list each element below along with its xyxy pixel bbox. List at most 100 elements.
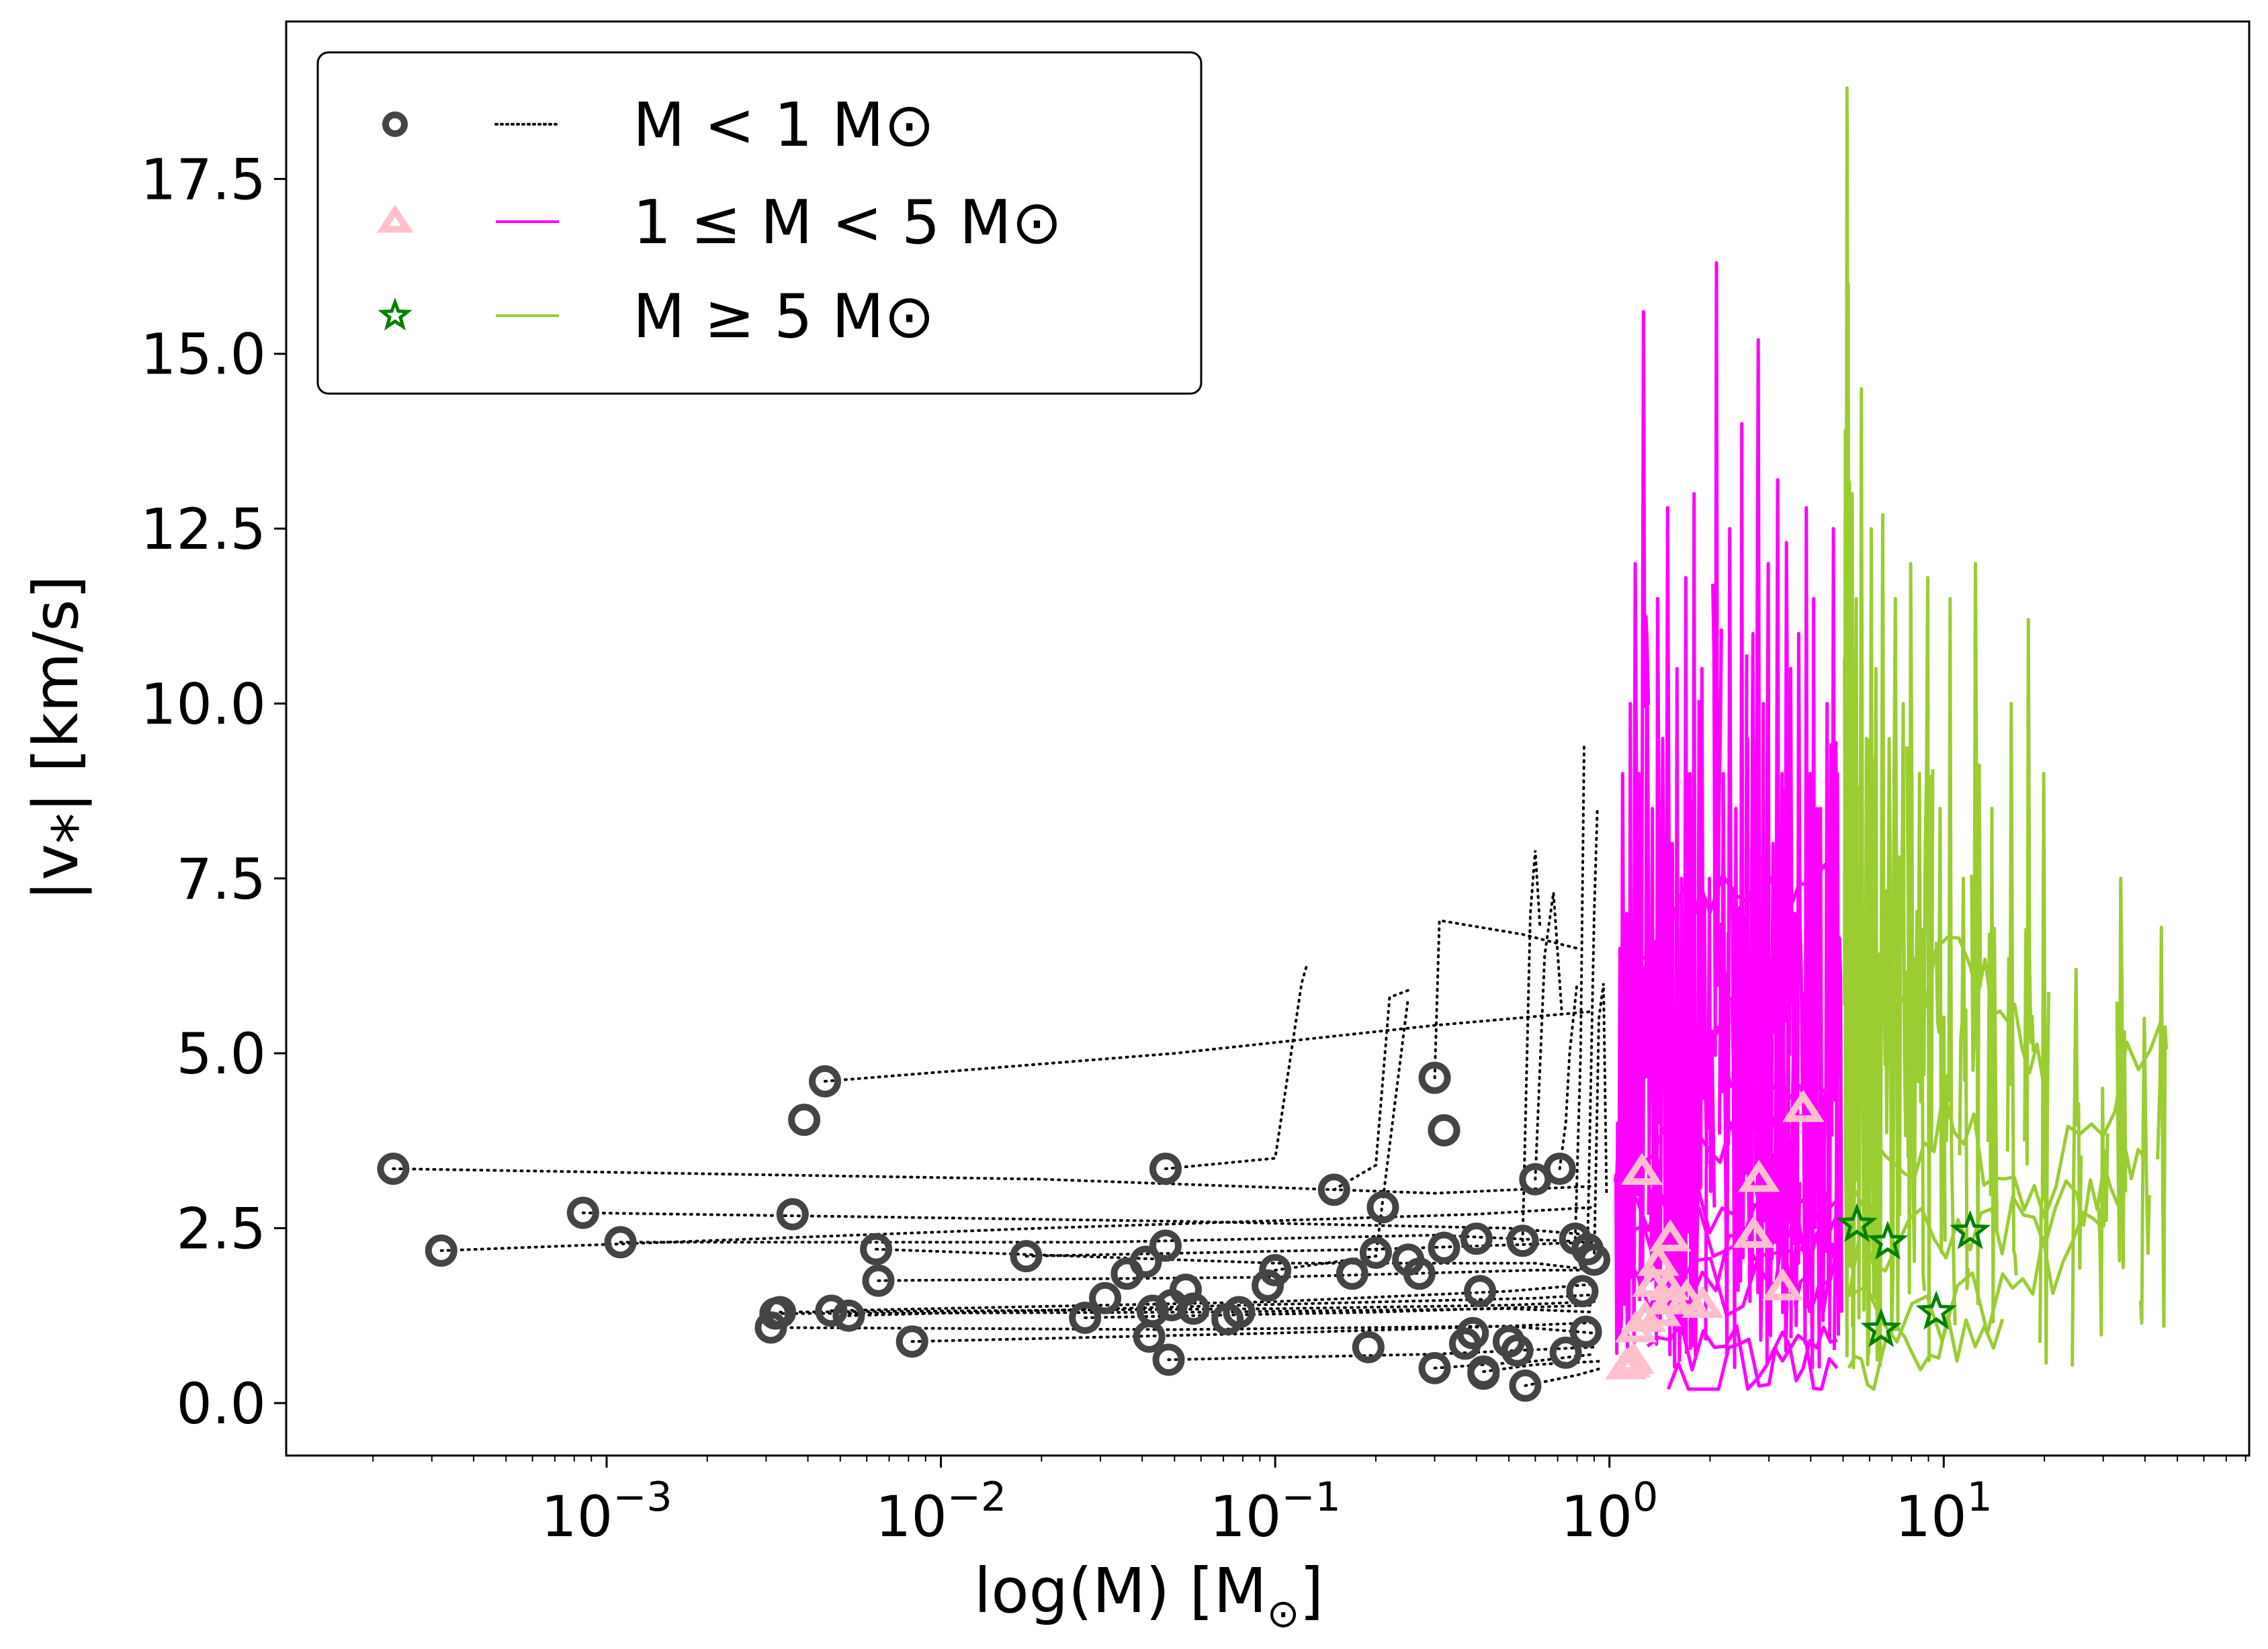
mid-mass-track [1781,541,1794,1314]
low-mass-track [439,1206,1596,1252]
x-tick-base: 10 [1561,1484,1632,1550]
y-tick-label: 12.5 [140,496,266,562]
low-mass-point [1506,1224,1539,1257]
high-mass-point [1867,1220,1909,1260]
low-mass-point [1549,1336,1582,1369]
high-mass-track [1914,772,1927,1291]
y-tick-label: 17.5 [140,146,266,212]
x-axis-title-main: log(M) [M [974,1555,1267,1627]
low-mass-track [1433,918,1579,1079]
mid-mass-track [1711,261,1723,1057]
mid-mass-point [1761,1268,1804,1300]
legend-label-high: M ≥ 5 M⊙ [633,281,934,352]
low-mass-point [566,1196,599,1229]
x-tick-exponent: −3 [613,1474,672,1521]
x-tick-base: 10 [875,1484,947,1550]
high-mass-track [1970,562,1982,1306]
mid-mass-track [1628,1200,1839,1274]
x-tick-exponent: 0 [1632,1474,1658,1521]
low-mass-point [1501,1334,1534,1367]
low-mass-track [1534,892,1563,1181]
low-mass-point [1149,1229,1182,1262]
high-mass-track [1890,596,1903,1332]
low-mass-point [1460,1222,1493,1255]
low-mass-track [1274,995,1410,1272]
mid-mass-point [1637,1243,1680,1276]
mid-mass-track [1628,1243,1839,1317]
x-tick-exponent: 1 [1967,1474,1993,1521]
low-mass-point [1252,1269,1284,1302]
low-mass-track [581,1211,1596,1237]
low-mass-point [788,1104,821,1137]
low-mass-point [1403,1257,1436,1290]
high-mass-track [1855,935,2046,1089]
high-mass-track [1851,1210,2105,1344]
low-mass-track [1573,744,1585,1241]
mid-mass-point [1733,1216,1775,1248]
low-mass-point [1359,1236,1392,1269]
high-mass-track [1897,701,1910,1216]
legend-marker-low [382,112,408,137]
low-mass-track [1521,850,1542,1243]
low-mass-track [392,1167,1596,1195]
high-mass-track [1847,1313,2005,1391]
mid-mass-track [1808,596,1821,1370]
low-mass-track [1558,982,1579,1170]
high-mass-track [2070,967,2083,1367]
x-tick-label: 10−3 [541,1474,672,1550]
high-mass-track [1844,1018,2164,1225]
low-mass-track [1164,961,1309,1170]
low-mass-track [779,1300,1596,1314]
x-axis-title-end: ] [1299,1555,1323,1627]
low-mass-point [377,1153,410,1185]
x-tick-exponent: −2 [947,1474,1006,1521]
low-mass-point [1129,1245,1162,1278]
mid-mass-track [1646,1321,1839,1391]
mid-mass-track [1617,772,1630,1355]
high-mass-track [1944,596,1957,1325]
low-mass-track [774,1307,1596,1315]
low-mass-point [1317,1173,1350,1206]
low-mass-point [1428,1231,1460,1264]
x-tick-label: 10−2 [875,1474,1006,1550]
mid-mass-track [1753,338,1765,1342]
low-mass-track [1167,1345,1596,1362]
y-tick-label: 0.0 [176,1371,266,1437]
low-mass-point [1010,1240,1043,1273]
low-mass-track [1084,1304,1596,1319]
legend-marker-high [378,297,412,330]
x-axis-title: log(M) [M⊙] [974,1555,1323,1636]
y-tick-label: 15.0 [140,322,266,388]
x-tick-label: 101 [1895,1474,1993,1550]
x-tick-exponent: −1 [1281,1474,1340,1521]
low-mass-track [619,1233,1596,1244]
mid-mass-track [1634,1160,1839,1237]
high-mass-point [1950,1210,1991,1249]
mid-mass-point [1665,1278,1708,1311]
low-mass-point [832,1299,865,1332]
low-mass-point [425,1234,457,1267]
y-tick-label: 5.0 [176,1021,266,1087]
mid-mass-point [1682,1286,1724,1318]
mid-mass-point [1649,1219,1692,1252]
legend-box [316,51,1203,395]
low-mass-point [860,1233,893,1265]
low-mass-point [1464,1275,1497,1308]
high-mass-track [2097,1086,2109,1337]
low-mass-point [862,1264,895,1297]
low-mass-point [1569,1315,1602,1348]
y-tick-label: 2.5 [176,1196,266,1262]
low-mass-point [1418,1061,1451,1094]
low-mass-point [815,1294,848,1327]
low-mass-point [1418,1351,1451,1384]
low-mass-point [1509,1369,1542,1402]
high-mass-track [1847,1142,2146,1298]
mid-mass-point [1737,1159,1780,1192]
low-mass-point [1366,1191,1399,1224]
low-mass-track [910,1321,1596,1343]
high-mass-track [2005,701,2018,1276]
mid-mass-track [1704,877,1716,1341]
low-mass-point [1259,1254,1292,1287]
x-tick-label: 100 [1561,1474,1658,1550]
